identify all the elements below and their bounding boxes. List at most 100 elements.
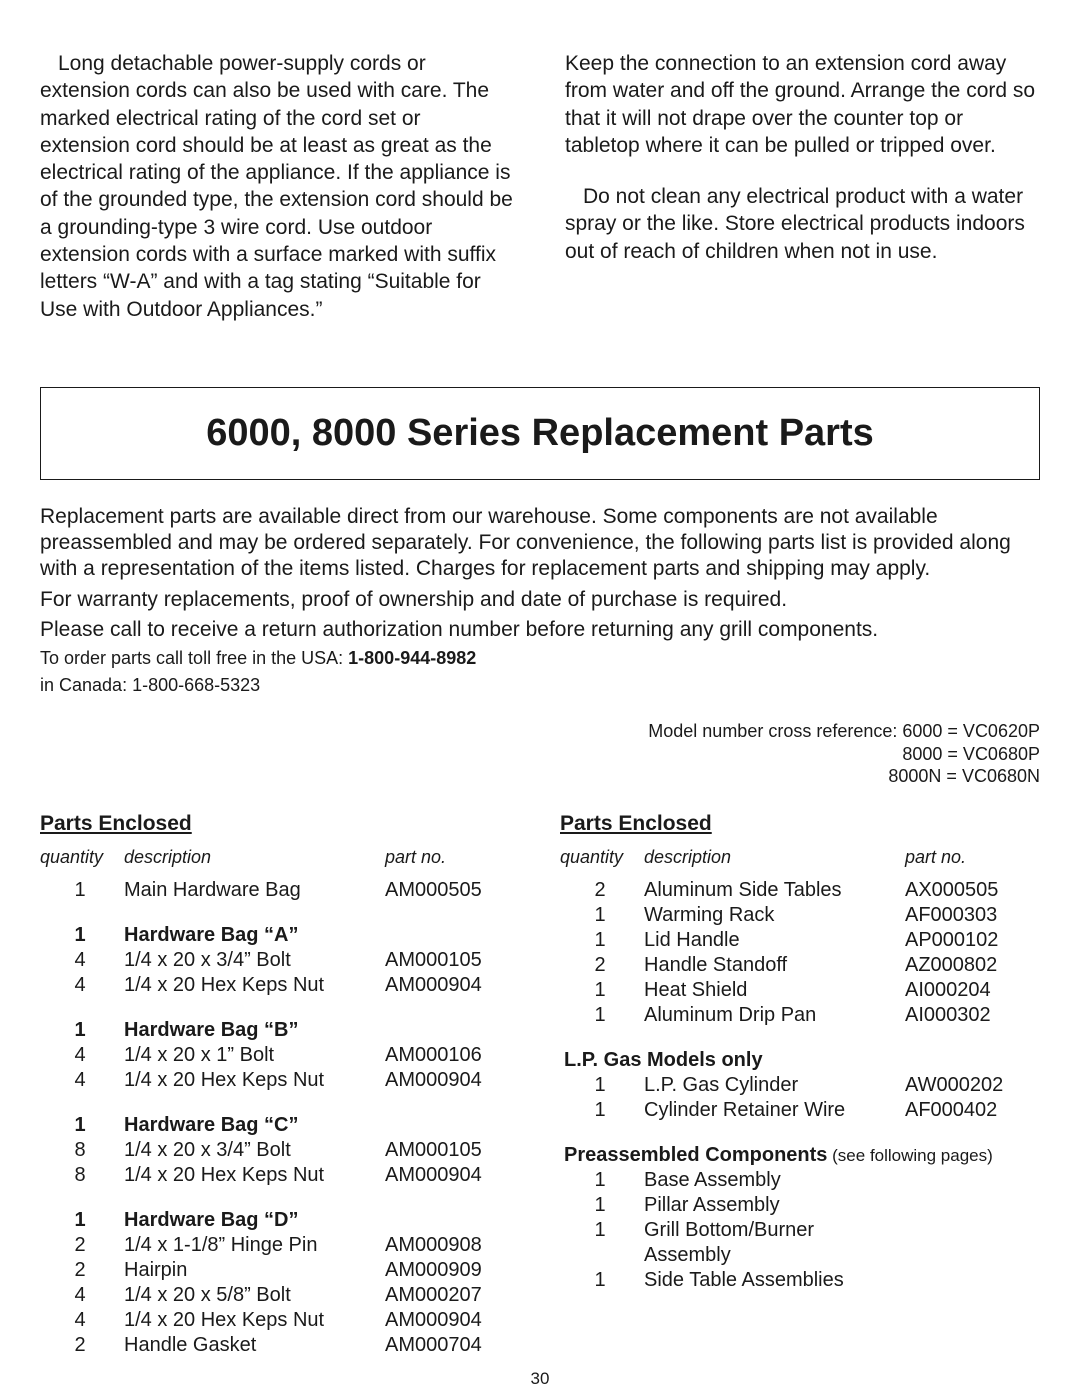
cell-quantity: 1 xyxy=(560,1218,640,1268)
cell-description: Heat Shield xyxy=(640,978,905,1003)
document-page: Long detachable power-supply cords or ex… xyxy=(0,0,1080,1397)
table-row: 2Handle GasketAM000704 xyxy=(40,1333,520,1358)
cell-description: Side Table Assemblies xyxy=(640,1268,905,1293)
cell-description: 1/4 x 20 x 3/4” Bolt xyxy=(120,1138,385,1163)
table-row: 1Grill Bottom/Burner Assembly xyxy=(560,1218,1040,1268)
cell-quantity: 2 xyxy=(40,1233,120,1258)
table-row: 1Main Hardware BagAM000505 xyxy=(40,878,520,903)
cell-partno: AM000904 xyxy=(385,1163,520,1188)
cell-quantity: 1 xyxy=(560,1268,640,1293)
cell-partno xyxy=(905,1218,1040,1268)
cell-quantity: 1 xyxy=(560,1168,640,1193)
parts-table-right: quantity description part no. 2Aluminum … xyxy=(560,846,1040,1294)
body-paragraph: For warranty replacements, proof of owne… xyxy=(40,587,1040,613)
cell-partno: AM000704 xyxy=(385,1333,520,1358)
order-phone: 1-800-668-5323 xyxy=(132,675,260,695)
parts-table-left: quantity description part no. 1Main Hard… xyxy=(40,846,520,1359)
model-ref-line: 8000N = VC0680N xyxy=(40,765,1040,788)
cell-description: 1/4 x 20 x 3/4” Bolt xyxy=(120,948,385,973)
cell-quantity: 4 xyxy=(40,1308,120,1333)
cell-quantity: 4 xyxy=(40,1043,120,1068)
cell-quantity: 1 xyxy=(40,1113,120,1138)
table-row: 21/4 x 1-1/8” Hinge PinAM000908 xyxy=(40,1233,520,1258)
table-row: 1Warming RackAF000303 xyxy=(560,903,1040,928)
section-title: L.P. Gas Models only xyxy=(560,1048,1040,1073)
cell-partno: AI000302 xyxy=(905,1003,1040,1028)
column-header-description: description xyxy=(120,846,385,879)
spacer-row xyxy=(560,1028,1040,1048)
spacer-row xyxy=(40,998,520,1018)
spacer-row xyxy=(560,1123,1040,1143)
cell-quantity: 2 xyxy=(40,1333,120,1358)
intro-columns: Long detachable power-supply cords or ex… xyxy=(40,50,1040,347)
cell-partno: AP000102 xyxy=(905,928,1040,953)
table-row: 81/4 x 20 Hex Keps NutAM000904 xyxy=(40,1163,520,1188)
cell-quantity: 2 xyxy=(560,953,640,978)
cell-partno: AM000505 xyxy=(385,878,520,903)
cell-partno: AM000909 xyxy=(385,1258,520,1283)
cell-quantity: 2 xyxy=(560,878,640,903)
order-phone: 1-800-944-8982 xyxy=(348,648,476,668)
intro-column-left: Long detachable power-supply cords or ex… xyxy=(40,50,515,347)
table-row: 1Lid HandleAP000102 xyxy=(560,928,1040,953)
order-prefix: in Canada: xyxy=(40,675,127,695)
cell-description: 1/4 x 20 x 5/8” Bolt xyxy=(120,1283,385,1308)
cell-quantity: 1 xyxy=(40,878,120,903)
column-header-quantity: quantity xyxy=(40,846,120,879)
cell-partno xyxy=(905,1268,1040,1293)
cell-quantity: 8 xyxy=(40,1163,120,1188)
group-row: 1Hardware Bag “A” xyxy=(40,923,520,948)
table-row: 41/4 x 20 x 3/4” BoltAM000105 xyxy=(40,948,520,973)
cell-partno xyxy=(905,1168,1040,1193)
cell-description: Hairpin xyxy=(120,1258,385,1283)
title-box: 6000, 8000 Series Replacement Parts xyxy=(40,387,1040,480)
cell-partno xyxy=(385,1113,520,1138)
cell-quantity: 1 xyxy=(560,1073,640,1098)
cell-quantity: 4 xyxy=(40,948,120,973)
table-row: 41/4 x 20 Hex Keps NutAM000904 xyxy=(40,1308,520,1333)
table-row: 1L.P. Gas CylinderAW000202 xyxy=(560,1073,1040,1098)
cell-partno: AM000106 xyxy=(385,1043,520,1068)
cell-partno: AX000505 xyxy=(905,878,1040,903)
cell-description: Hardware Bag “A” xyxy=(120,923,385,948)
cell-description: Warming Rack xyxy=(640,903,905,928)
cell-partno: AI000204 xyxy=(905,978,1040,1003)
table-row: 1Cylinder Retainer WireAF000402 xyxy=(560,1098,1040,1123)
intro-paragraph: Keep the connection to an extension cord… xyxy=(565,50,1040,159)
model-ref-line: 8000 = VC0680P xyxy=(40,743,1040,766)
table-row: 2Aluminum Side TablesAX000505 xyxy=(560,878,1040,903)
body-paragraph: Replacement parts are available direct f… xyxy=(40,504,1040,583)
cell-description: Main Hardware Bag xyxy=(120,878,385,903)
cell-quantity: 4 xyxy=(40,973,120,998)
section-row: L.P. Gas Models only xyxy=(560,1048,1040,1073)
table-row: 41/4 x 20 x 5/8” BoltAM000207 xyxy=(40,1283,520,1308)
cell-description: Hardware Bag “B” xyxy=(120,1018,385,1043)
cell-description: Grill Bottom/Burner Assembly xyxy=(640,1218,905,1268)
table-row: 2HairpinAM000909 xyxy=(40,1258,520,1283)
column-header-description: description xyxy=(640,846,905,879)
parts-heading: Parts Enclosed xyxy=(40,812,520,836)
cell-quantity: 1 xyxy=(560,978,640,1003)
column-header-partno: part no. xyxy=(905,846,1040,879)
table-row: 41/4 x 20 Hex Keps NutAM000904 xyxy=(40,1068,520,1093)
cell-description: Hardware Bag “C” xyxy=(120,1113,385,1138)
cell-partno: AF000402 xyxy=(905,1098,1040,1123)
group-row: 1Hardware Bag “D” xyxy=(40,1208,520,1233)
cell-description: 1/4 x 20 Hex Keps Nut xyxy=(120,1068,385,1093)
group-row: 1Hardware Bag “C” xyxy=(40,1113,520,1138)
cell-description: Aluminum Drip Pan xyxy=(640,1003,905,1028)
order-line-canada: in Canada: 1-800-668-5323 xyxy=(40,674,1040,697)
cell-quantity: 1 xyxy=(560,1193,640,1218)
cell-quantity: 4 xyxy=(40,1283,120,1308)
cell-partno: AW000202 xyxy=(905,1073,1040,1098)
section-row: Preassembled Components (see following p… xyxy=(560,1143,1040,1168)
spacer-row xyxy=(40,1188,520,1208)
table-header-row: quantity description part no. xyxy=(40,846,520,879)
cell-description: 1/4 x 20 Hex Keps Nut xyxy=(120,1308,385,1333)
body-text: Replacement parts are available direct f… xyxy=(40,504,1040,696)
cell-partno xyxy=(905,1193,1040,1218)
table-header-row: quantity description part no. xyxy=(560,846,1040,879)
table-row: 1Base Assembly xyxy=(560,1168,1040,1193)
intro-paragraph: Do not clean any electrical product with… xyxy=(565,183,1040,265)
cell-partno: AZ000802 xyxy=(905,953,1040,978)
